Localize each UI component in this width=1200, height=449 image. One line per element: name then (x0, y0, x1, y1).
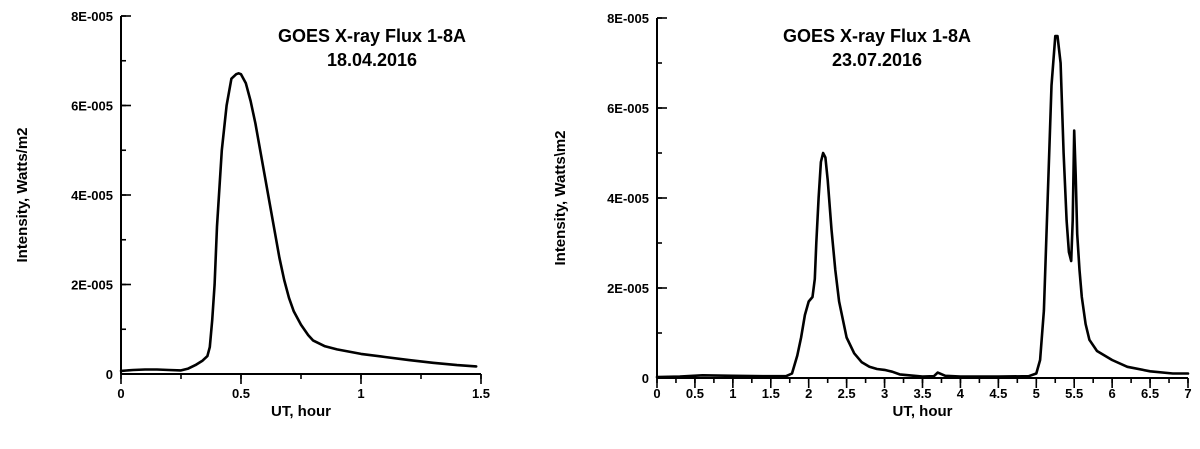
x-tick-label: 6 (1109, 386, 1116, 401)
y-tick-label: 8E-005 (607, 11, 649, 26)
x-tick-label: 4 (957, 386, 965, 401)
chart-subtitle: 23.07.2016 (832, 50, 922, 70)
x-tick-label: 1 (729, 386, 736, 401)
y-tick-label: 4E-005 (71, 188, 113, 203)
x-tick-label: 1.5 (762, 386, 780, 401)
x-tick-label: 6.5 (1141, 386, 1159, 401)
x-tick-label: 1.5 (472, 386, 490, 401)
x-tick-label: 2 (805, 386, 812, 401)
x-tick-label: 0 (117, 386, 124, 401)
x-tick-label: 0.5 (686, 386, 704, 401)
chart-subtitle: 18.04.2016 (327, 50, 417, 70)
x-tick-label: 3.5 (913, 386, 931, 401)
x-tick-label: 5 (1033, 386, 1040, 401)
x-tick-label: 2.5 (838, 386, 856, 401)
y-axis-label: Intensity, Watts\m2 (552, 130, 569, 265)
y-tick-label: 6E-005 (71, 99, 113, 114)
x-tick-label: 5.5 (1065, 386, 1083, 401)
x-axis-label: UT, hour (893, 403, 953, 420)
chart-title: GOES X-ray Flux 1-8A (783, 26, 971, 46)
x-tick-label: 4.5 (989, 386, 1007, 401)
x-tick-label: 1 (357, 386, 364, 401)
chart-flux-18-04-2016: 0 2E-005 4E-005 6E-005 8E-005 0 0.5 1 1.5 GOES X-… (14, 9, 490, 420)
x-tick-label: 7 (1184, 386, 1191, 401)
y-tick-label: 0 (642, 371, 649, 386)
y-axis-label: Intensity, Watts/m2 (14, 127, 31, 262)
x-tick-label: 0 (653, 386, 660, 401)
y-tick-label: 4E-005 (607, 191, 649, 206)
x-tick-label: 3 (881, 386, 888, 401)
series-line-0 (119, 72, 478, 373)
chart-flux-23-07-2016: 0 2E-005 4E-005 6E-005 8E-005 0 0.5 1 1.5 2 2.5 3 3.… (552, 11, 1192, 420)
y-tick-label: 0 (106, 367, 113, 382)
y-tick-label: 8E-005 (71, 9, 113, 24)
x-axis-label: UT, hour (271, 403, 331, 420)
series-line-0 (655, 34, 1190, 379)
y-tick-label: 2E-005 (71, 278, 113, 293)
y-tick-label: 6E-005 (607, 101, 649, 116)
chart-title: GOES X-ray Flux 1-8A (278, 26, 466, 46)
y-tick-label: 2E-005 (607, 281, 649, 296)
x-tick-label: 0.5 (232, 386, 250, 401)
